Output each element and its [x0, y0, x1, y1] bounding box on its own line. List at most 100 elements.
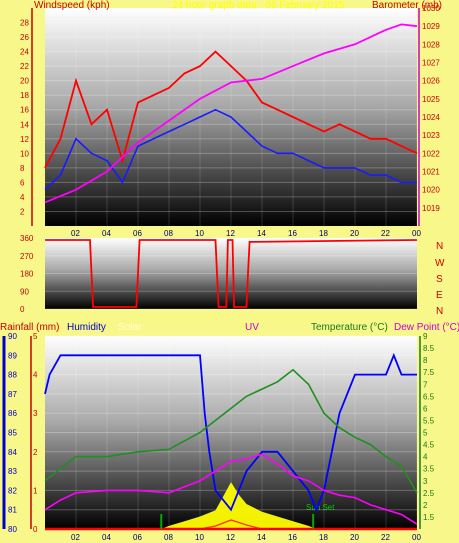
- sun-set-label: Sun Set: [306, 503, 335, 512]
- temp-x-tick-label: 14: [257, 533, 266, 542]
- wind-tick-label: 28: [20, 19, 29, 28]
- temp-tick-label: 2.5: [423, 489, 435, 498]
- average-wind-series-line: [44, 108, 417, 191]
- wind-tick-label: 6: [20, 178, 25, 187]
- wind-tick-label: 4: [20, 193, 25, 202]
- compass-e: E: [436, 290, 443, 301]
- compass-w: W: [435, 258, 445, 269]
- baro-tick-label: 1026: [422, 77, 440, 86]
- baro-tick-label: 1030: [422, 4, 440, 13]
- temp-tick-label: 3.5: [423, 465, 435, 474]
- wind-x-tick-label: 10: [195, 229, 204, 238]
- temp-tick-label: 1.5: [423, 513, 435, 522]
- temp-tick-label: 5.5: [423, 416, 435, 425]
- wind-x-tick-label: 04: [102, 229, 111, 238]
- wind-tick-label: 2: [20, 207, 25, 216]
- temp-x-tick-label: 08: [164, 533, 173, 542]
- humidity-tick-label: 80: [8, 525, 17, 534]
- baro-tick-label: 1021: [422, 168, 440, 177]
- wind-tick-label: 24: [20, 48, 29, 57]
- temp-tick-label: 9: [423, 332, 428, 341]
- humidity-tick-label: 87: [8, 390, 17, 399]
- humidity-tick-label: 90: [8, 332, 17, 341]
- temp-x-tick-label: 20: [350, 533, 359, 542]
- wind-x-tick-label: 06: [133, 229, 142, 238]
- wind-tick-label: 12: [20, 135, 29, 144]
- dewpoint-label: Dew Point (°C): [394, 322, 459, 333]
- windspeed-axis-label: Windspeed (kph): [34, 0, 110, 11]
- temp-x-tick-label: 04: [102, 533, 111, 542]
- temp-x-tick-label: 06: [133, 533, 142, 542]
- temp-x-tick-label: 16: [288, 533, 297, 542]
- wind-x-tick-label: 22: [381, 229, 390, 238]
- humidity-tick-label: 85: [8, 429, 17, 438]
- wind-x-tick-label: 08: [164, 229, 173, 238]
- compass-n-bottom: N: [436, 306, 443, 317]
- uv-series-line: [199, 519, 263, 530]
- wind-tick-label: 22: [20, 62, 29, 71]
- dir-tick-label: 270: [20, 252, 34, 261]
- baro-tick-label: 1025: [422, 95, 440, 104]
- baro-tick-label: 1023: [422, 131, 440, 140]
- humidity-tick-label: 86: [8, 409, 17, 418]
- baro-tick-label: 1028: [422, 40, 440, 49]
- wind-tick-label: 10: [20, 149, 29, 158]
- wind-x-tick-label: 02: [71, 229, 80, 238]
- humidity-tick-label: 88: [8, 371, 17, 380]
- temperature-label: Temperature (°C): [311, 322, 388, 333]
- temp-x-tick-label: 10: [195, 533, 204, 542]
- wind-tick-label: 8: [20, 164, 25, 173]
- rain-tick-label: 2: [33, 448, 38, 457]
- rain-tick-label: 5: [33, 332, 38, 341]
- temp-x-tick-label: 12: [226, 533, 235, 542]
- humidity-tick-label: 82: [8, 486, 17, 495]
- temperature-series-line: [44, 368, 418, 494]
- temp-tick-label: 3: [423, 477, 428, 486]
- windspeed-series-line: [44, 50, 418, 169]
- temp-tick-label: 7: [423, 380, 428, 389]
- dewpoint-series-line: [44, 453, 418, 525]
- baro-tick-label: 1029: [422, 22, 440, 31]
- humidity-series-line: [44, 352, 417, 513]
- temp-x-tick-label: 18: [319, 533, 328, 542]
- chart-title: 24 hour graph data - 06 February 2015: [172, 0, 345, 11]
- compass-s: S: [436, 274, 443, 285]
- wind-x-tick-label: 14: [257, 229, 266, 238]
- wind-x-tick-label: 20: [350, 229, 359, 238]
- rain-tick-label: 0: [33, 525, 38, 534]
- wind-x-tick-label: 00: [412, 229, 421, 238]
- baro-tick-label: 1022: [422, 149, 440, 158]
- temp-tick-label: 2: [423, 501, 428, 510]
- dir-tick-label: 360: [20, 234, 34, 243]
- wind-tick-label: 18: [20, 91, 29, 100]
- temp-x-tick-label: 22: [381, 533, 390, 542]
- wind-direction-series-line: [45, 239, 418, 308]
- wind-x-tick-label: 12: [226, 229, 235, 238]
- solar-label: Solar: [118, 322, 142, 333]
- temp-tick-label: 4: [423, 453, 428, 462]
- temp-tick-label: 5: [423, 429, 428, 438]
- temp-tick-label: 6.5: [423, 392, 435, 401]
- wind-x-tick-label: 16: [288, 229, 297, 238]
- direction-plot-area: [45, 238, 417, 309]
- wind-x-tick-label: 18: [319, 229, 328, 238]
- dir-tick-label: 180: [20, 270, 34, 279]
- dir-tick-label: 90: [20, 287, 29, 296]
- uv-label: UV: [245, 322, 259, 333]
- solar-series-area: [161, 482, 317, 529]
- temp-tick-label: 8: [423, 356, 428, 365]
- baro-tick-label: 1024: [422, 113, 440, 122]
- humidity-tick-label: 83: [8, 467, 17, 476]
- rain-tick-label: 3: [33, 409, 38, 418]
- temp-x-tick-label: 02: [71, 533, 80, 542]
- baro-tick-label: 1019: [422, 204, 440, 213]
- baro-tick-label: 1020: [422, 186, 440, 195]
- temp-tick-label: 4.5: [423, 441, 435, 450]
- compass-n-top: N: [436, 241, 443, 252]
- temp-tick-label: 6: [423, 404, 428, 413]
- rain-tick-label: 1: [33, 486, 38, 495]
- temp-tick-label: 8.5: [423, 344, 435, 353]
- wind-tick-label: 26: [20, 33, 29, 42]
- temp-x-tick-label: 00: [412, 533, 421, 542]
